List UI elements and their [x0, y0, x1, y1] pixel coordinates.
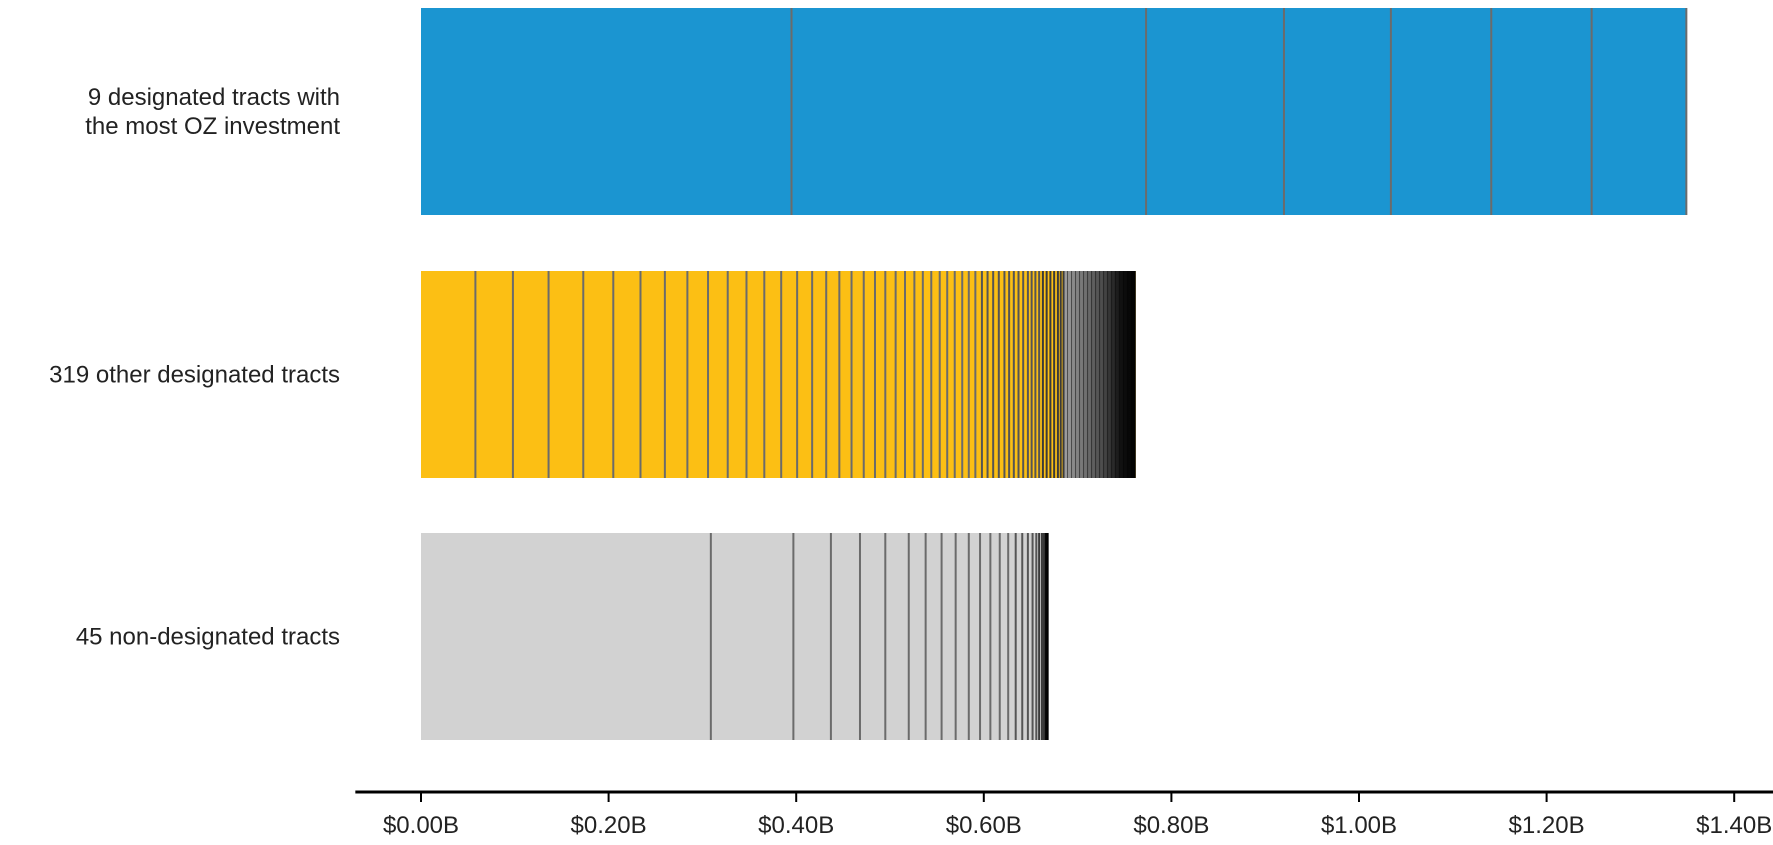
x-tick-label: $0.80B — [1133, 812, 1209, 839]
bars-layer — [421, 8, 1688, 740]
bar-group-1 — [421, 8, 1688, 215]
x-tick-label: $1.00B — [1321, 812, 1397, 839]
bar-2 — [421, 271, 1136, 478]
x-axis: $0.00B $0.20B $0.40B $0.60B $0.80B $1.00B $1.2… — [355, 790, 1773, 839]
x-tick-label: $1.40B — [1696, 812, 1772, 839]
x-tick-label: $0.00B — [383, 812, 459, 839]
x-tick-label: $1.20B — [1509, 812, 1585, 839]
x-tick-label: $0.60B — [946, 812, 1022, 839]
bar-group-2 — [421, 271, 1136, 478]
bar-3 — [421, 533, 1049, 740]
bar-group-3 — [421, 533, 1049, 740]
bar-1 — [421, 8, 1687, 215]
category-label-1: 9 designated tracts with the most OZ inve… — [85, 84, 340, 140]
x-tick-label: $0.40B — [758, 812, 834, 839]
category-label-2: 319 other designated tracts — [49, 362, 340, 389]
category-labels: 9 designated tracts with the most OZ inve… — [49, 84, 340, 651]
x-tick-label: $0.20B — [571, 812, 647, 839]
category-label-3: 45 non-designated tracts — [76, 624, 340, 651]
